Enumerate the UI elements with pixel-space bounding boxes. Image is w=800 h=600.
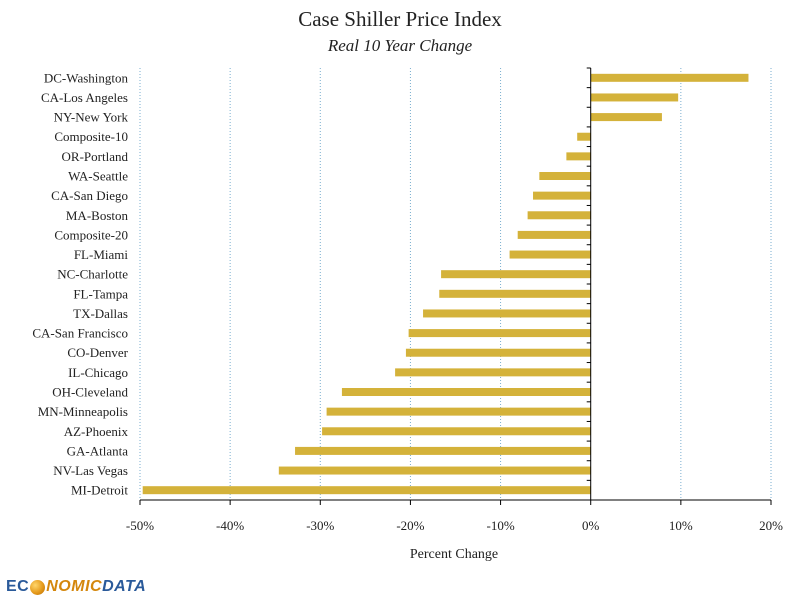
category-label: NC-Charlotte (57, 267, 128, 282)
bar (539, 172, 591, 180)
category-labels: DC-Washington CA-Los Angeles NY-New York Co… (32, 70, 128, 497)
bar (590, 113, 662, 122)
category-label: NV-Las Vegas (53, 463, 128, 478)
chart-subtitle: Real 10 Year Change (327, 36, 473, 55)
globe-icon (30, 579, 46, 595)
bar (590, 93, 679, 102)
bar (142, 486, 591, 495)
x-axis-title: Percent Change (410, 547, 498, 562)
category-label: GA-Atlanta (67, 443, 129, 458)
bar (441, 270, 591, 279)
bar (341, 388, 591, 396)
bar (590, 73, 749, 82)
category-label: Composite-20 (54, 227, 128, 242)
category-label: MA-Boston (66, 208, 129, 223)
bar (439, 289, 591, 298)
bar (295, 446, 591, 455)
category-label: FL-Tampa (73, 286, 128, 301)
category-label: MI-Detroit (71, 483, 128, 498)
bars (142, 73, 749, 495)
bar (509, 250, 591, 259)
chart-title: Case Shiller Price Index (298, 7, 502, 31)
category-label: CA-San Diego (51, 188, 128, 203)
bar (326, 407, 591, 416)
category-label: CO-Denver (67, 345, 128, 360)
category-label: CA-Los Angeles (41, 90, 128, 105)
bar (278, 466, 591, 475)
category-label: OH-Cleveland (52, 385, 128, 400)
x-tick-label: -40% (216, 518, 244, 533)
axes (139, 67, 772, 505)
bar (566, 152, 591, 161)
bar (405, 348, 591, 357)
category-label: DC-Washington (44, 70, 129, 85)
category-label: OR-Portland (62, 149, 129, 164)
bar (533, 191, 591, 200)
category-label: CA-San Francisco (32, 326, 128, 341)
x-tick-label: 10% (669, 518, 693, 533)
bar (527, 211, 591, 220)
category-label: NY-New York (54, 110, 129, 125)
category-label: MN-Minneapolis (38, 404, 128, 419)
x-tick-label: -10% (486, 518, 514, 533)
x-tick-label: -20% (396, 518, 424, 533)
category-label: Composite-10 (54, 129, 128, 144)
economicdata-logo: EC NOMIC DATA (6, 578, 147, 595)
bar (423, 309, 591, 318)
bar (395, 368, 591, 377)
bar (322, 427, 591, 436)
category-label: WA-Seattle (68, 169, 128, 184)
bar (577, 132, 591, 141)
x-tick-label: 20% (759, 518, 783, 533)
category-label: TX-Dallas (73, 306, 128, 321)
category-label: IL-Chicago (68, 365, 128, 380)
x-tick-label: 0% (582, 518, 600, 533)
x-tick-label: -50% (126, 518, 154, 533)
x-tick-label: -30% (306, 518, 334, 533)
category-label: FL-Miami (74, 247, 129, 262)
bar (517, 230, 591, 239)
category-label: AZ-Phoenix (64, 424, 129, 439)
x-tick-labels: -50% -40% -30% -20% -10% 0% 10% 20% (126, 518, 783, 533)
bar (408, 329, 591, 338)
